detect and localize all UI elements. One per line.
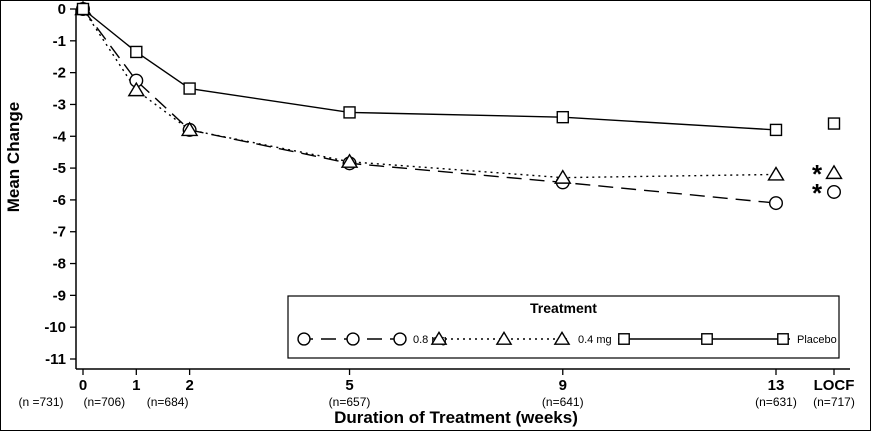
- data-point-marker: [76, 2, 90, 16]
- series-lines: [82, 8, 777, 204]
- sample-size-label: (n=717): [813, 395, 855, 409]
- sample-size-label: (n=684): [147, 395, 189, 409]
- x-tick-label: 1: [132, 377, 140, 394]
- y-tick-label: -5: [53, 160, 66, 177]
- data-point-marker: [183, 82, 196, 95]
- data-point-marker: [346, 332, 360, 346]
- significance-asterisk: *: [812, 178, 823, 208]
- y-tick-label: -8: [53, 256, 66, 273]
- x-tick-label: 9: [559, 377, 567, 394]
- x-axis-title: Duration of Treatment (weeks): [334, 408, 578, 427]
- x-axis-ticks: 0 (n =731) 1 (n=706) 2(n=684) 5(n=657) 9(n=641…: [18, 369, 855, 409]
- series-line-0.8-mg: [82, 8, 777, 204]
- y-tick-label: 0: [58, 1, 66, 18]
- legend-box: [287, 295, 840, 359]
- series-placebo: [76, 2, 841, 137]
- series-0.8-mg: *: [75, 1, 842, 211]
- data-point-marker: [777, 333, 789, 345]
- axes: [75, 9, 850, 370]
- data-point-marker: [556, 110, 569, 124]
- data-point-marker: [769, 123, 783, 137]
- y-tick-label: -10: [44, 319, 66, 336]
- data-point-marker: [767, 166, 785, 181]
- series-markers: **: [74, 1, 843, 211]
- y-tick-label: -9: [53, 287, 66, 304]
- data-point-marker: [554, 169, 572, 184]
- series-0.4-mg: *: [74, 1, 843, 189]
- data-point-marker: [769, 196, 784, 211]
- data-point-marker: [825, 164, 843, 180]
- x-tick-label: LOCF: [814, 377, 855, 394]
- y-tick-label: -11: [45, 351, 66, 368]
- legend-entry-label: Placebo: [797, 334, 837, 346]
- y-tick-label: -1: [53, 33, 66, 50]
- data-point-marker: [827, 184, 842, 199]
- data-point-marker: [130, 45, 143, 59]
- data-point-marker: [180, 121, 199, 137]
- x-tick-label: 2: [185, 377, 193, 394]
- data-point-marker: [343, 106, 356, 119]
- legend-entry-0.4-mg: 0.4 mg: [430, 330, 612, 346]
- data-point-marker: [553, 330, 571, 345]
- significance-asterisk: *: [812, 159, 823, 189]
- data-point-marker: [127, 81, 146, 97]
- legend-entry-placebo: Placebo: [618, 333, 837, 346]
- sample-size-label: (n=706): [83, 395, 125, 409]
- sample-size-label: (n=657): [329, 395, 371, 409]
- sample-size-label: (n=631): [755, 395, 797, 409]
- x-tick-label: 0: [79, 377, 87, 394]
- data-point-marker: [827, 117, 841, 130]
- y-tick-label: -2: [53, 65, 66, 82]
- data-point-marker: [340, 153, 359, 168]
- y-axis-title: Mean Change: [4, 101, 23, 213]
- sample-size-label: (n =731): [18, 395, 63, 409]
- legend-title: Treatment: [530, 300, 597, 316]
- y-tick-label: -3: [53, 96, 66, 113]
- data-point-marker: [495, 330, 513, 345]
- sample-size-label: (n=641): [542, 395, 584, 409]
- y-tick-label: -7: [53, 224, 66, 241]
- data-point-marker: [393, 332, 407, 346]
- series-line-0.4-mg: [82, 8, 777, 179]
- legend-entry-label: 0.4 mg: [578, 334, 612, 346]
- series-line-placebo: [82, 8, 777, 131]
- x-tick-label: 13: [768, 377, 785, 394]
- data-point-marker: [430, 330, 448, 345]
- data-point-marker: [701, 333, 713, 345]
- y-tick-label: -6: [53, 192, 66, 209]
- data-point-marker: [297, 332, 311, 346]
- x-tick-label: 5: [345, 377, 353, 394]
- y-tick-label: -4: [53, 128, 67, 145]
- y-axis-ticks: 0 -1 -2 -3 -4 -5 -6 -7 -8 -9 -10 -11: [44, 1, 76, 368]
- data-point-marker: [618, 333, 630, 345]
